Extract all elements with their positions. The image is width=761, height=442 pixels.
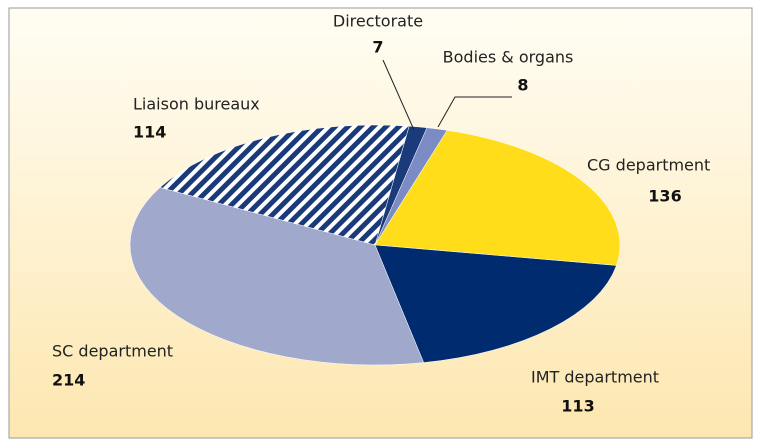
slice <box>159 124 410 246</box>
slice-label: Directorate <box>333 12 423 31</box>
leader-line <box>382 59 415 131</box>
value-label: 113 <box>561 397 594 416</box>
slice-label: Liaison bureaux <box>133 95 260 114</box>
value-label: 214 <box>52 371 85 390</box>
labels: Directorate 7 Bodies & organs 8 CG departmen… <box>52 12 710 416</box>
slice <box>374 130 621 266</box>
slice <box>129 187 425 366</box>
slice <box>374 244 617 363</box>
slice-label: CG department <box>587 156 710 175</box>
value-label: 136 <box>648 187 681 206</box>
leader-line <box>437 96 512 128</box>
slice-label: SC department <box>52 342 173 361</box>
value-label: 114 <box>133 123 166 142</box>
value-label: 7 <box>372 38 383 57</box>
slice-label: IMT department <box>531 368 659 387</box>
pie <box>129 124 621 366</box>
slice-label: Bodies & organs <box>443 48 574 67</box>
value-label: 8 <box>517 76 528 95</box>
